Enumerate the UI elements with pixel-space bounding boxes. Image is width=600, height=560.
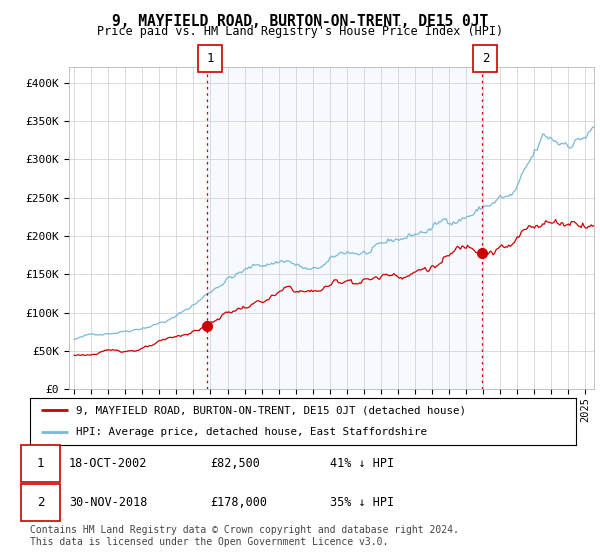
Text: £178,000: £178,000 — [210, 496, 267, 509]
Bar — [207, 67, 482, 389]
Text: 2: 2 — [482, 52, 489, 65]
Text: Contains HM Land Registry data © Crown copyright and database right 2024.
This d: Contains HM Land Registry data © Crown c… — [30, 525, 459, 547]
Text: 2: 2 — [37, 496, 44, 509]
Text: 35% ↓ HPI: 35% ↓ HPI — [330, 496, 394, 509]
Text: Price paid vs. HM Land Registry's House Price Index (HPI): Price paid vs. HM Land Registry's House … — [97, 25, 503, 38]
Text: £82,500: £82,500 — [210, 456, 260, 470]
Text: 9, MAYFIELD ROAD, BURTON-ON-TRENT, DE15 0JT: 9, MAYFIELD ROAD, BURTON-ON-TRENT, DE15 … — [112, 14, 488, 29]
Text: 1: 1 — [37, 457, 44, 470]
Text: 1: 1 — [207, 52, 214, 65]
Text: 18-OCT-2002: 18-OCT-2002 — [69, 456, 148, 470]
Text: 30-NOV-2018: 30-NOV-2018 — [69, 496, 148, 509]
Text: HPI: Average price, detached house, East Staffordshire: HPI: Average price, detached house, East… — [76, 427, 427, 437]
Text: 41% ↓ HPI: 41% ↓ HPI — [330, 456, 394, 470]
Text: 9, MAYFIELD ROAD, BURTON-ON-TRENT, DE15 0JT (detached house): 9, MAYFIELD ROAD, BURTON-ON-TRENT, DE15 … — [76, 405, 466, 416]
